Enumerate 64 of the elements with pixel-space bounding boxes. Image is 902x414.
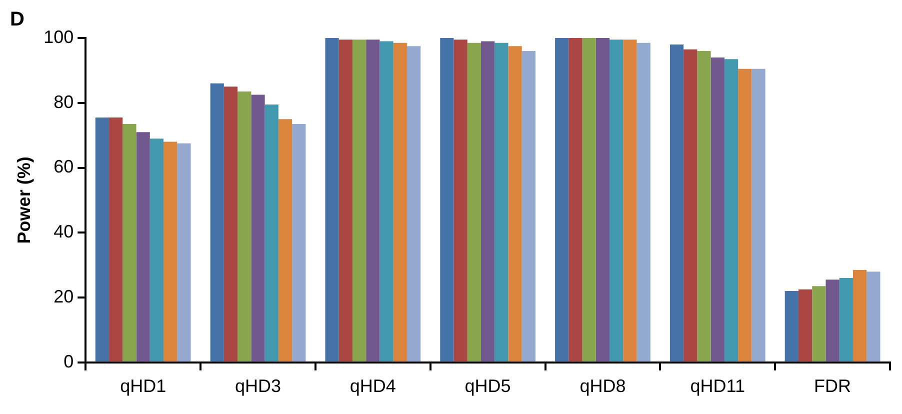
bar: [508, 46, 522, 362]
bar: [292, 124, 306, 362]
y-tick-label: 20: [54, 286, 74, 306]
bar: [95, 117, 110, 362]
y-axis-title: Power (%): [14, 156, 34, 244]
bar: [406, 46, 421, 362]
bar: [784, 291, 798, 362]
bar: [812, 286, 826, 362]
bar: [264, 104, 278, 362]
bar: [752, 68, 766, 362]
y-tick-label: 80: [54, 92, 74, 112]
bar: [150, 138, 164, 362]
bar: [623, 40, 637, 362]
bar: [251, 94, 265, 362]
bar: [325, 38, 339, 362]
x-tick-label: qHD11: [690, 376, 745, 396]
y-tick-label: 100: [44, 26, 74, 47]
y-tick-label: 0: [64, 351, 74, 372]
x-tick-label: qHD8: [580, 376, 626, 396]
bar: [109, 117, 123, 362]
bar: [440, 38, 454, 362]
bar: [224, 86, 238, 362]
bar: [366, 40, 380, 362]
bar: [839, 278, 853, 362]
bar: [568, 38, 582, 362]
bar: [684, 49, 698, 362]
x-tick-label: qHD5: [464, 376, 511, 396]
bar: [338, 40, 352, 362]
bar: [467, 42, 482, 362]
x-tick-label: qHD4: [350, 376, 396, 396]
y-tick-label: 60: [54, 156, 74, 177]
bar: [826, 280, 840, 362]
x-tick-label: qHD3: [234, 376, 282, 396]
bar: [122, 124, 136, 362]
bar: [724, 59, 738, 362]
bar: [866, 272, 880, 362]
bar: [177, 143, 191, 362]
bar: [596, 38, 610, 362]
x-tick-label: qHD1: [120, 376, 166, 396]
bar: [522, 50, 536, 362]
bar: [798, 289, 812, 362]
bar: [710, 57, 724, 362]
bar: [738, 68, 752, 362]
bar: [238, 92, 252, 362]
bar: [393, 42, 407, 362]
bar: [481, 41, 495, 362]
bar: [352, 40, 366, 362]
bar: [136, 132, 150, 362]
bar: [278, 119, 292, 362]
bar: [380, 41, 394, 362]
bar: [555, 38, 569, 362]
bar: [582, 38, 596, 362]
bar: [697, 50, 711, 362]
bar: [610, 40, 624, 362]
bar: [636, 42, 650, 362]
bar: [670, 44, 684, 362]
x-tick-label: FDR: [814, 376, 852, 396]
bar: [210, 83, 224, 362]
bar: [852, 270, 867, 362]
bar: [164, 142, 178, 362]
y-tick-label: 40: [54, 222, 74, 242]
bar: [454, 40, 468, 362]
bar: [494, 42, 508, 362]
chart-title: D: [10, 8, 24, 31]
